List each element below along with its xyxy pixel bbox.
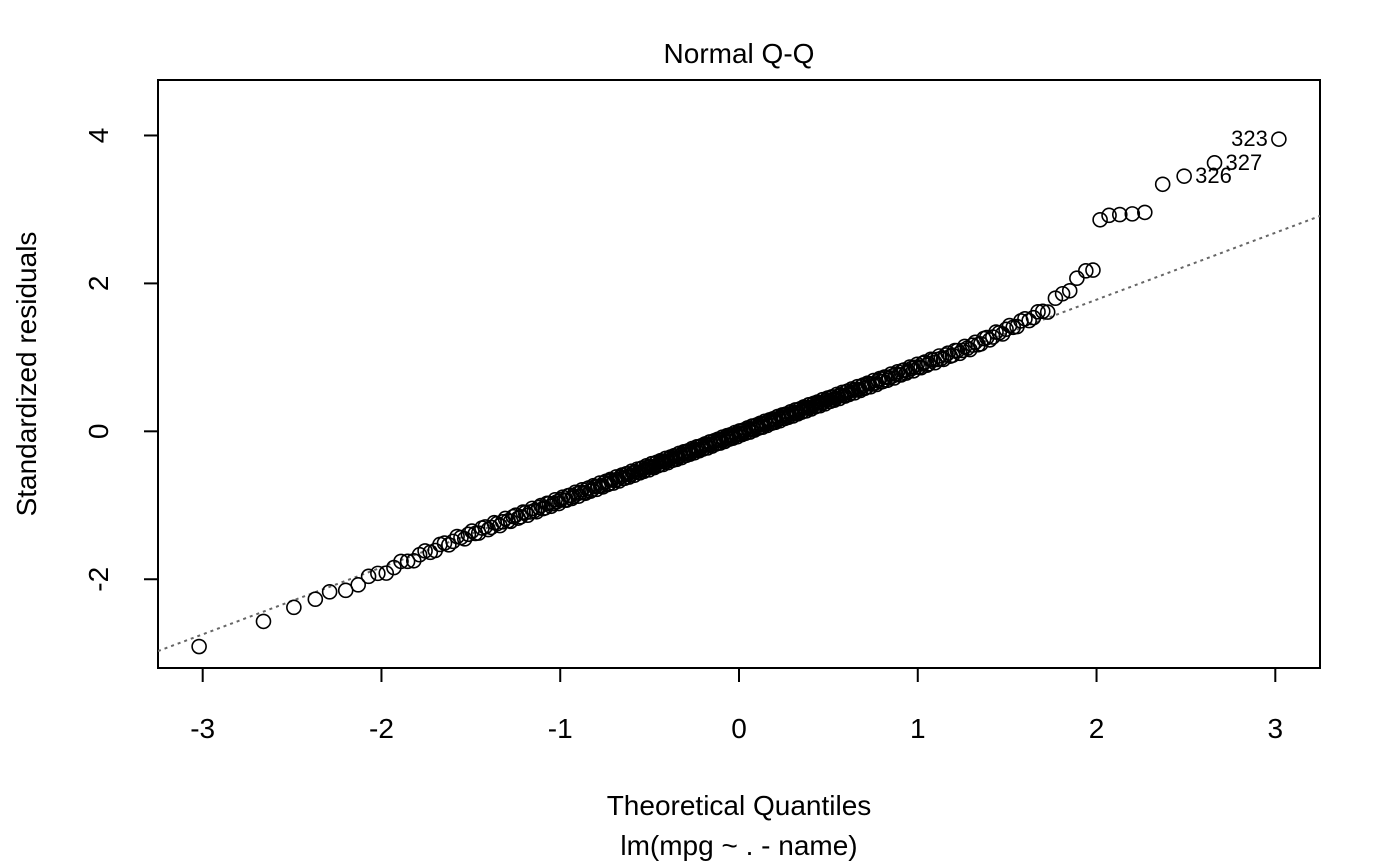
qq-point: [477, 519, 493, 535]
qq-point: [1111, 206, 1128, 223]
qq-point: [1206, 155, 1223, 171]
x-tick-label: 0: [731, 713, 747, 744]
qq-point: [441, 537, 457, 553]
points-group: [191, 131, 1287, 655]
qq-point: [1176, 168, 1192, 184]
x-tick-label: 3: [1268, 713, 1284, 744]
qq-point: [816, 394, 832, 410]
qq-point: [1021, 312, 1037, 329]
y-axis-label: Standardized residuals: [11, 232, 42, 517]
qq-point: [1039, 304, 1056, 320]
y-axis: -2 0 2 4: [83, 128, 159, 592]
qq-point: [191, 638, 207, 655]
x-tick-label: 2: [1089, 713, 1105, 744]
qq-point: [393, 553, 409, 570]
x-axis-label: Theoretical Quantiles: [607, 790, 872, 821]
qq-point: [949, 342, 966, 359]
qq-point: [321, 584, 338, 600]
qq-point: [1271, 131, 1287, 147]
qq-point: [378, 565, 395, 581]
qq-point: [1101, 207, 1117, 224]
point-label: 326: [1195, 163, 1232, 188]
qq-point: [445, 533, 461, 550]
point-label: 323: [1231, 126, 1268, 151]
qq-point: [1154, 176, 1171, 193]
qq-point: [460, 526, 477, 543]
qq-point: [1034, 303, 1051, 320]
qq-point: [405, 552, 422, 569]
y-tick-label: -2: [83, 567, 114, 592]
chart-title: Normal Q-Q: [664, 38, 815, 69]
qq-point: [849, 378, 866, 395]
y-tick-label: 0: [83, 424, 114, 440]
qq-point: [1124, 206, 1141, 222]
x-tick-label: 1: [910, 713, 926, 744]
qq-point: [1047, 290, 1064, 306]
x-tick-label: -2: [369, 713, 394, 744]
qq-point: [370, 565, 386, 582]
qq-point: [998, 321, 1014, 338]
x-axis-subtitle: lm(mpg ~ . - name): [620, 830, 857, 861]
qq-point: [909, 356, 925, 373]
qq-point: [286, 599, 302, 616]
qq-point: [1085, 262, 1101, 278]
qq-point: [1092, 211, 1108, 228]
x-tick-label: -1: [548, 713, 573, 744]
point-label: 327: [1226, 150, 1263, 175]
qq-point: [255, 613, 272, 630]
x-tick-label: -3: [190, 713, 215, 744]
qq-point: [524, 500, 541, 517]
qq-point: [1061, 282, 1078, 299]
qq-point: [1030, 304, 1046, 320]
qq-point: [307, 591, 324, 608]
y-tick-label: 4: [83, 128, 114, 144]
qq-point: [1137, 204, 1153, 221]
y-tick-label: 2: [83, 276, 114, 292]
qq-point: [360, 568, 377, 585]
x-axis: -3 -2 -1 0 1 2 3: [190, 667, 1284, 744]
qq-point: [1069, 270, 1085, 287]
qq-point: [399, 553, 416, 570]
plot-frame: [157, 79, 1321, 669]
qq-point: [337, 582, 354, 599]
